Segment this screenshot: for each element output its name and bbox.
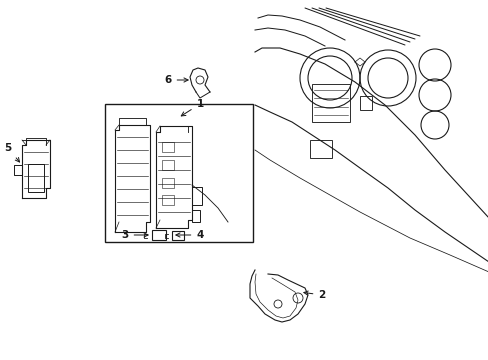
Text: 1: 1 xyxy=(181,99,203,116)
Bar xyxy=(152,230,165,240)
Bar xyxy=(162,195,174,205)
Bar xyxy=(162,178,174,188)
Text: 2: 2 xyxy=(303,290,325,300)
Bar xyxy=(28,164,44,192)
Bar xyxy=(105,104,252,242)
Bar xyxy=(192,210,200,222)
Bar xyxy=(162,160,174,170)
Bar xyxy=(162,142,174,152)
Text: 6: 6 xyxy=(164,75,188,85)
Bar xyxy=(311,84,349,122)
Bar xyxy=(192,187,202,205)
Bar xyxy=(359,96,371,110)
Text: 3: 3 xyxy=(121,230,148,240)
Bar xyxy=(172,231,183,240)
Text: 5: 5 xyxy=(4,143,20,162)
Bar xyxy=(309,140,331,158)
Text: 4: 4 xyxy=(176,230,203,240)
